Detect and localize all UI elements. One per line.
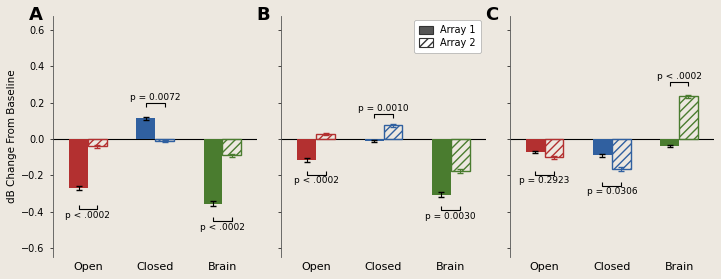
Bar (451, 139, 469, 171)
Text: p < .0002: p < .0002 (66, 211, 110, 220)
Text: p = 0.0010: p = 0.0010 (358, 104, 409, 113)
Text: p = 0.0030: p = 0.0030 (425, 212, 476, 221)
Text: p < .0002: p < .0002 (657, 72, 702, 81)
Bar (544, 139, 563, 157)
Text: B: B (257, 6, 270, 24)
Y-axis label: dB Change From Baseline: dB Change From Baseline (7, 69, 17, 203)
Bar (432, 139, 451, 194)
Bar (526, 139, 544, 152)
Bar (679, 96, 698, 139)
Bar (317, 134, 335, 139)
Bar (365, 139, 384, 141)
Bar (136, 118, 155, 139)
Bar (298, 139, 317, 160)
Bar (593, 139, 612, 155)
Text: p = 0.0306: p = 0.0306 (586, 187, 637, 196)
Bar (384, 126, 402, 139)
Text: p < .0002: p < .0002 (200, 223, 245, 232)
Bar (203, 139, 222, 204)
Legend: Array 1, Array 2: Array 1, Array 2 (414, 20, 481, 52)
Text: A: A (28, 6, 43, 24)
Text: p = 0.2923: p = 0.2923 (519, 176, 570, 185)
Text: C: C (485, 6, 498, 24)
Bar (660, 139, 679, 146)
Bar (155, 139, 174, 141)
Bar (222, 139, 242, 155)
Bar (612, 139, 631, 169)
Text: p < .0002: p < .0002 (294, 176, 339, 185)
Text: p = 0.0072: p = 0.0072 (130, 93, 180, 102)
Bar (88, 139, 107, 146)
Bar (69, 139, 88, 188)
